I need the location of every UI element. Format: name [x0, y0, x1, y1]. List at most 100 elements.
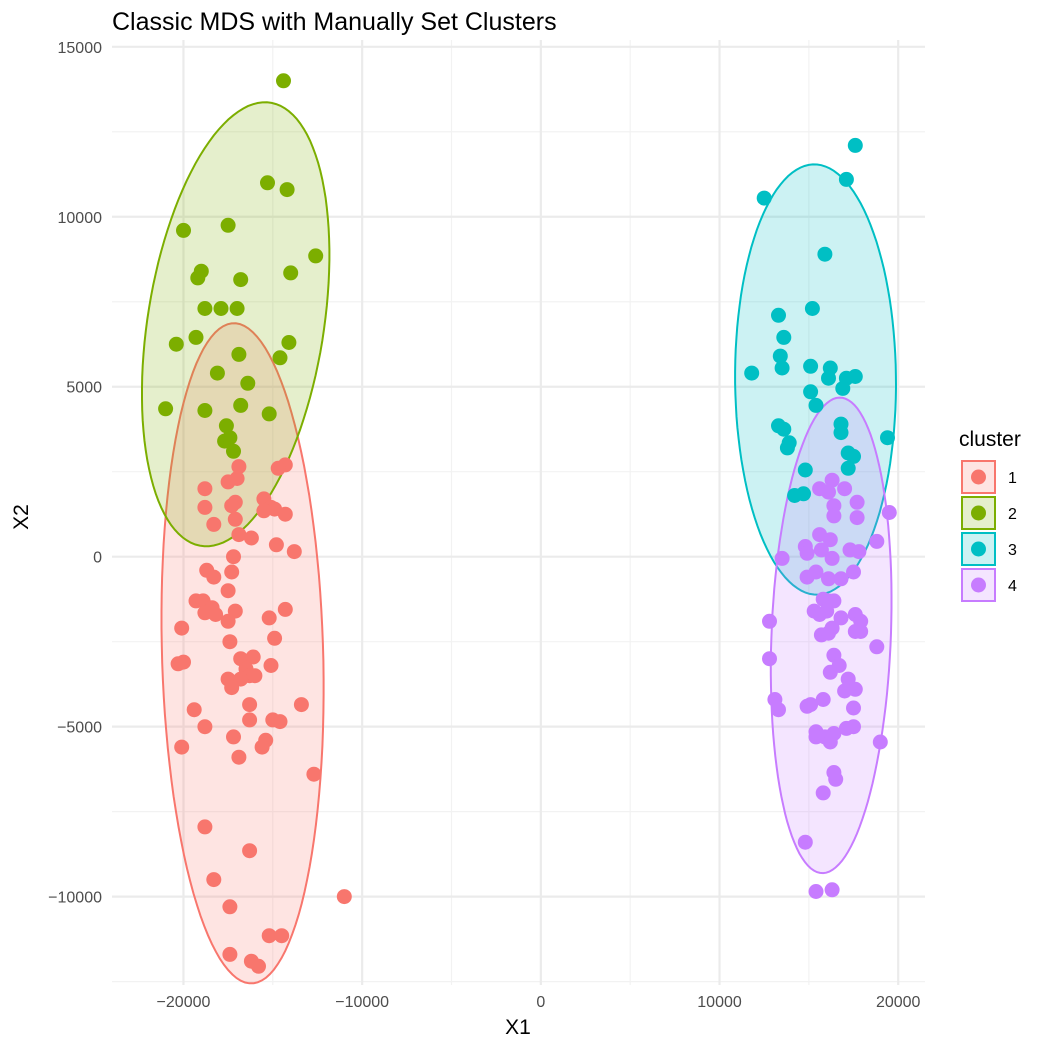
data-point-cluster-3	[772, 348, 788, 364]
data-point-cluster-3	[821, 370, 836, 386]
data-point-cluster-3	[744, 365, 760, 381]
data-point-cluster-3	[776, 421, 792, 437]
data-point-cluster-1	[186, 702, 202, 718]
data-point-cluster-1	[220, 474, 236, 490]
legend-title: cluster	[959, 428, 1021, 451]
data-point-cluster-4	[821, 625, 836, 641]
legend-label-3: 3	[1008, 542, 1017, 559]
data-point-cluster-1	[220, 613, 236, 629]
data-point-cluster-4	[824, 882, 840, 898]
data-point-cluster-2	[220, 217, 236, 233]
data-point-cluster-1	[206, 569, 222, 585]
data-point-cluster-4	[833, 571, 849, 587]
data-point-cluster-1	[224, 564, 240, 580]
data-point-cluster-2	[226, 443, 241, 459]
data-point-cluster-4	[821, 571, 836, 587]
data-point-cluster-1	[226, 729, 241, 745]
data-point-cluster-1	[226, 549, 241, 565]
legend-marker-3	[971, 541, 986, 557]
y-tick-label: −10000	[48, 890, 102, 907]
data-point-cluster-3	[833, 425, 849, 441]
data-point-cluster-4	[849, 510, 865, 526]
data-point-cluster-1	[197, 499, 213, 515]
data-point-cluster-2	[158, 401, 174, 417]
data-point-cluster-1	[224, 498, 240, 514]
data-point-cluster-4	[833, 610, 849, 626]
data-point-cluster-1	[222, 946, 238, 962]
data-point-cluster-2	[188, 329, 204, 345]
legend-label-1: 1	[1008, 470, 1017, 487]
y-tick-label: 5000	[66, 380, 102, 397]
data-point-cluster-2	[283, 265, 299, 281]
data-point-cluster-1	[174, 620, 190, 636]
legend-key-4	[961, 568, 996, 602]
data-point-cluster-1	[220, 583, 236, 599]
data-point-cluster-4	[851, 544, 867, 560]
data-point-cluster-1	[247, 668, 263, 684]
data-point-cluster-1	[293, 697, 309, 713]
data-point-cluster-1	[231, 749, 247, 765]
data-point-cluster-4	[797, 834, 813, 850]
data-point-cluster-4	[762, 651, 777, 667]
data-point-cluster-3	[808, 397, 824, 413]
legend-label-2: 2	[1008, 506, 1017, 523]
data-point-cluster-4	[869, 533, 885, 549]
y-axis-title: X2	[10, 504, 33, 530]
data-point-cluster-1	[242, 843, 258, 859]
legend-item-3: 3	[961, 532, 1017, 566]
data-point-cluster-2	[197, 403, 213, 418]
data-point-cluster-2	[240, 375, 256, 391]
legend-item-4: 4	[961, 568, 1017, 602]
data-point-cluster-1	[206, 516, 222, 532]
data-point-cluster-1	[243, 530, 259, 546]
data-point-cluster-2	[276, 73, 291, 89]
data-point-cluster-3	[787, 488, 803, 503]
data-point-cluster-3	[774, 360, 790, 376]
x-tick-label: −20000	[157, 994, 211, 1011]
data-point-cluster-2	[261, 406, 277, 422]
data-point-cluster-4	[853, 624, 869, 639]
data-point-cluster-1	[267, 630, 283, 646]
legend-marker-1	[971, 469, 986, 485]
x-tick-label: 0	[536, 994, 545, 1011]
data-point-cluster-2	[272, 350, 288, 366]
data-point-cluster-2	[233, 272, 249, 288]
data-point-cluster-4	[849, 494, 865, 510]
data-point-cluster-3	[835, 380, 851, 396]
data-point-cluster-1	[227, 511, 243, 527]
data-point-cluster-4	[872, 734, 888, 750]
data-point-cluster-1	[231, 459, 247, 475]
data-point-cluster-4	[815, 785, 831, 801]
legend-label-4: 4	[1008, 578, 1017, 595]
data-point-cluster-1	[245, 649, 261, 665]
grid-layer	[112, 40, 925, 985]
x-tick-label: 20000	[876, 994, 921, 1011]
data-point-cluster-1	[206, 872, 222, 888]
data-point-cluster-1	[222, 899, 238, 915]
data-point-cluster-1	[263, 658, 279, 673]
data-point-cluster-1	[224, 680, 240, 696]
data-point-cluster-4	[847, 681, 863, 697]
data-point-cluster-4	[846, 700, 861, 716]
data-point-cluster-4	[815, 692, 831, 707]
point-layer	[158, 73, 897, 974]
data-point-cluster-3	[817, 246, 833, 262]
data-point-cluster-4	[808, 884, 824, 899]
data-point-cluster-3	[771, 307, 786, 323]
data-point-cluster-1	[208, 607, 224, 622]
data-point-cluster-4	[822, 532, 838, 548]
data-point-cluster-4	[837, 481, 853, 497]
data-point-cluster-2	[260, 175, 275, 191]
data-point-cluster-4	[822, 734, 838, 750]
x-axis-title: X1	[505, 1016, 531, 1039]
data-point-cluster-3	[776, 329, 792, 345]
data-point-cluster-2	[279, 182, 295, 198]
data-point-cluster-1	[251, 958, 266, 974]
data-point-cluster-2	[281, 335, 297, 350]
data-point-cluster-1	[254, 739, 270, 755]
data-point-cluster-3	[803, 384, 819, 400]
legend-key-2	[961, 496, 996, 530]
data-point-cluster-1	[272, 714, 288, 730]
data-point-cluster-2	[190, 270, 206, 286]
data-point-cluster-4	[803, 697, 819, 713]
